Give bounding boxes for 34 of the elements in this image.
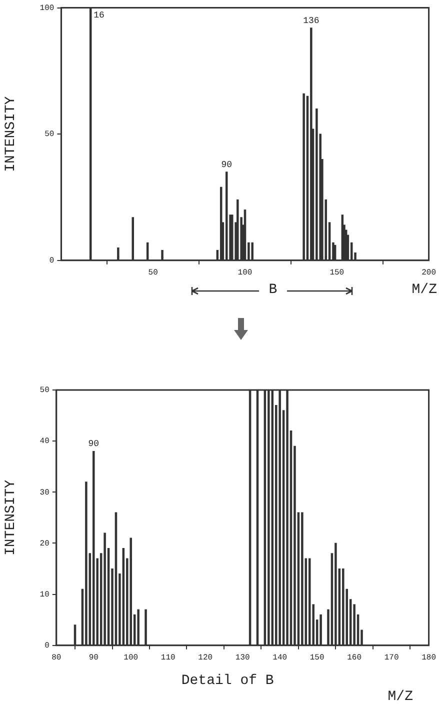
annotation: 90 [221, 160, 232, 170]
x-tick-label: 130 [235, 653, 250, 662]
x-tick-label: 100 [238, 268, 252, 278]
x-tick-label: 120 [198, 653, 213, 662]
x-tick-label: 200 [422, 268, 436, 278]
x-tick-label: 80 [52, 653, 62, 662]
x-tick-label: 90 [88, 653, 99, 662]
y-tick-label: 0 [49, 256, 54, 266]
y-tick-label: 100 [40, 4, 54, 13]
x-tick-label: 50 [148, 268, 158, 278]
text: Detail of B [181, 673, 274, 689]
x-tick-label: 140 [272, 653, 288, 662]
y-tick-label: 40 [40, 437, 50, 446]
x-tick-label: 150 [330, 268, 344, 278]
x-axis-title: M/Z [412, 282, 437, 298]
y-tick-label: 50 [40, 386, 50, 396]
x-tick-label: 180 [422, 653, 436, 662]
annotation: 16 [94, 10, 104, 21]
y-axis-title: INTENSITY [3, 479, 20, 556]
x-tick-label: 110 [160, 653, 176, 662]
annotation: 136 [303, 16, 320, 26]
y-axis-title: INTENSITY [3, 96, 20, 172]
x-axis-title: M/Z [388, 689, 413, 704]
y-tick-label: 10 [40, 590, 50, 600]
y-tick-label: 20 [40, 539, 50, 548]
y-tick-label: 0 [44, 642, 50, 651]
text: B [268, 282, 278, 298]
x-tick-label: 170 [384, 653, 399, 662]
x-tick-label: 100 [124, 653, 138, 662]
y-tick-label: 50 [44, 130, 54, 140]
x-tick-label: 150 [310, 653, 324, 662]
annotation: 90 [88, 439, 100, 450]
x-tick-label: 160 [347, 653, 362, 662]
y-tick-label: 30 [40, 488, 50, 498]
